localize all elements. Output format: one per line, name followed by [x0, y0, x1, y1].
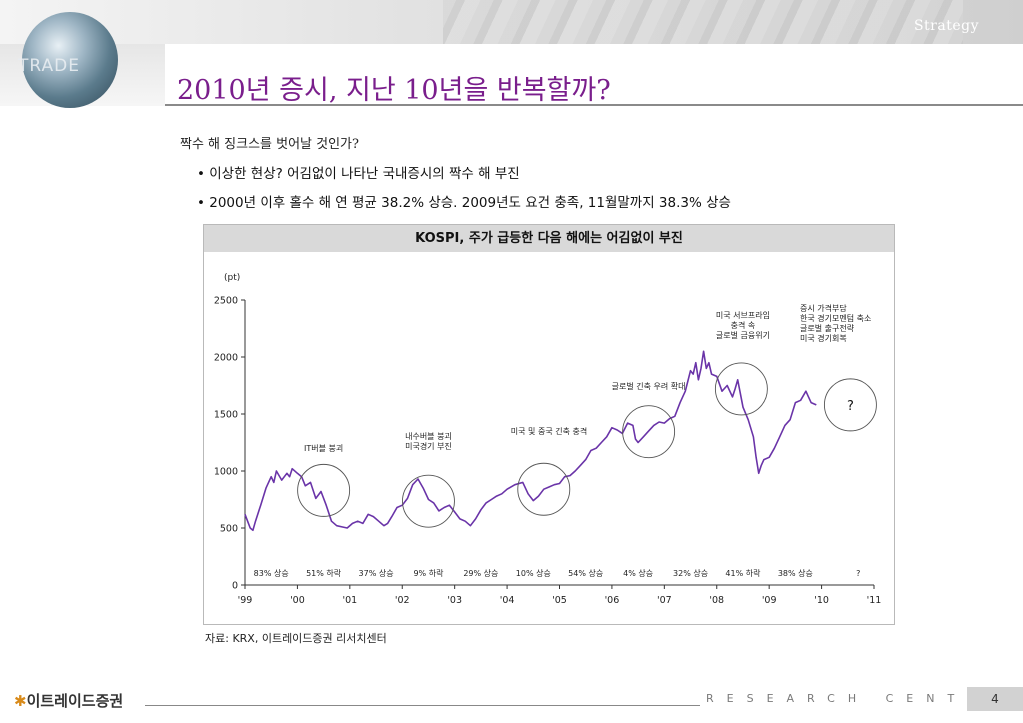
x-tick-label: '99: [238, 595, 253, 606]
yearly-change-label: 4% 상승: [623, 568, 653, 578]
yearly-change-label: 83% 상승: [254, 568, 289, 578]
bullet-2: • 2000년 이후 홀수 해 연 평균 38.2% 상승. 2009년도 요건…: [197, 195, 731, 211]
question-mark-label: ?: [847, 399, 854, 414]
subtitle: 짝수 해 징크스를 벗어날 것인가?: [180, 137, 359, 152]
x-tick-label: '05: [552, 595, 567, 606]
highlight-circle: [517, 462, 571, 516]
event-annotation: 미국 서브프라임: [716, 311, 770, 320]
yearly-change-label: 10% 상승: [516, 568, 551, 578]
y-tick-label: 2000: [214, 353, 238, 364]
chart-title: KOSPI, 주가 급등한 다음 해에는 어김없이 부진: [204, 225, 894, 252]
title-divider: [165, 104, 1023, 106]
globe-icon: [22, 12, 118, 108]
event-annotation: 미국 경기회복: [800, 333, 847, 343]
kospi-series-line: [244, 350, 817, 532]
event-annotation: 충격 속: [731, 320, 756, 330]
x-tick-label: '07: [657, 595, 672, 606]
footer-logo-text: 이트레이드증권: [26, 692, 124, 710]
highlight-circle: [622, 405, 676, 459]
yearly-change-label: 51% 하락: [306, 568, 342, 578]
x-tick-label: '04: [500, 595, 515, 606]
x-tick-label: '09: [762, 595, 777, 606]
x-tick-label: '02: [395, 595, 410, 606]
highlight-circle: [714, 362, 768, 416]
yearly-change-label: 38% 상승: [778, 568, 813, 578]
highlight-circle: [402, 474, 455, 528]
bullet-1: • 이상한 현상? 어김없이 나타난 국내증시의 짝수 해 부진: [197, 166, 520, 182]
highlight-circle: [823, 378, 877, 432]
event-annotation: 증시 가격부담: [800, 303, 847, 313]
x-tick-label: '11: [867, 595, 882, 606]
research-center-label: RESEARCH CENTER: [706, 692, 1008, 705]
x-tick-label: '00: [290, 595, 305, 606]
chart-canvas: (pt) 0 500 1000 1500 2000 2500 '99 '00 '01 '02 '03 '…: [214, 273, 882, 606]
event-annotation: 내수버블 붕괴: [405, 431, 452, 441]
event-annotation: 미국경기 부진: [405, 441, 452, 451]
event-annotation: 글로벌 긴축 우려 확대: [612, 381, 686, 391]
event-annotation: 한국 경기모멘텀 축소: [800, 313, 871, 323]
event-annotation: IT버블 붕괴: [304, 443, 343, 453]
page-title: 2010년 증시, 지난 10년을 반복할까?: [177, 75, 611, 106]
yearly-change-label: ?: [856, 569, 860, 578]
yearly-change-label: 41% 하락: [725, 568, 761, 578]
y-tick-label: 0: [232, 581, 238, 592]
star-icon: ✱: [14, 692, 27, 710]
footer-logo: ✱이트레이드증권: [14, 690, 123, 711]
header-band: [0, 0, 1023, 44]
y-tick-label: 2500: [214, 296, 238, 307]
kospi-chart: KOSPI, 주가 급등한 다음 해에는 어김없이 부진 (pt) 0 500 100…: [203, 224, 895, 625]
x-tick-label: '03: [447, 595, 462, 606]
yearly-change-label: 9% 하락: [413, 568, 444, 578]
event-annotation: 미국 및 중국 긴축 충격: [511, 426, 587, 436]
x-tick-label: '10: [814, 595, 829, 606]
yearly-change-label: 54% 상승: [568, 568, 603, 578]
world-map-decoration: [443, 0, 963, 44]
footer-divider: [145, 705, 700, 706]
event-annotation: 글로벌 금융위기: [716, 330, 770, 340]
x-tick-label: '06: [605, 595, 620, 606]
x-tick-label: '01: [342, 595, 357, 606]
yearly-change-label: 29% 상승: [463, 568, 498, 578]
y-tick-label: 500: [220, 524, 238, 535]
y-tick-label: 1500: [214, 410, 238, 421]
event-annotation: 글로벌 출구전략: [800, 323, 855, 333]
logo-text: TRADE: [18, 56, 80, 76]
yearly-change-label: 32% 상승: [673, 568, 708, 578]
page-number: 4: [967, 687, 1023, 711]
section-label: Strategy: [913, 18, 979, 34]
source-note: 자료: KRX, 이트레이드증권 리서치센터: [205, 632, 387, 645]
x-tick-label: '08: [709, 595, 724, 606]
highlight-circle: [297, 463, 351, 517]
yearly-change-label: 37% 상승: [359, 568, 394, 578]
y-tick-label: 1000: [214, 467, 238, 478]
y-axis-unit: (pt): [224, 273, 240, 283]
